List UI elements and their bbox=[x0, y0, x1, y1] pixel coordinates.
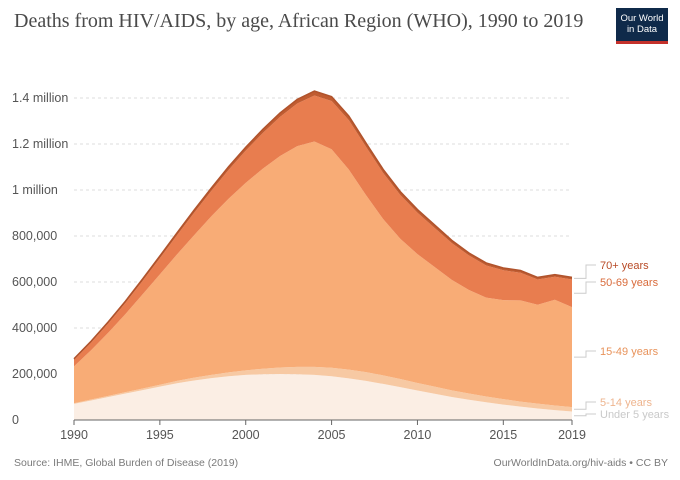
series-label-1: 5-14 years bbox=[600, 397, 652, 409]
x-tick-label-5: 2015 bbox=[489, 428, 517, 442]
series-connector-0 bbox=[574, 413, 596, 417]
y-tick-label-1: 200,000 bbox=[12, 367, 57, 381]
x-tick-label-3: 2005 bbox=[318, 428, 346, 442]
series-label-0: Under 5 years bbox=[600, 409, 670, 421]
source-url-link[interactable]: OurWorldInData.org/hiv-aids • CC BY bbox=[493, 457, 668, 469]
series-connector-3 bbox=[574, 281, 596, 294]
y-tick-label-5: 1 million bbox=[12, 183, 58, 197]
series-connector-2 bbox=[574, 350, 596, 358]
x-tick-label-4: 2010 bbox=[404, 428, 432, 442]
area-series-2 bbox=[74, 141, 572, 408]
x-tick-label-6: 2019 bbox=[558, 428, 586, 442]
x-tick-label-2: 2000 bbox=[232, 428, 260, 442]
logo-line-2: in Data bbox=[626, 24, 658, 35]
y-tick-label-0: 0 bbox=[12, 413, 19, 427]
y-tick-label-7: 1.4 million bbox=[12, 91, 68, 105]
area-series-1 bbox=[74, 366, 572, 412]
y-tick-label-4: 800,000 bbox=[12, 229, 57, 243]
y-tick-label-2: 400,000 bbox=[12, 321, 57, 335]
x-tick-label-1: 1995 bbox=[146, 428, 174, 442]
y-tick-label-3: 600,000 bbox=[12, 275, 57, 289]
chart-title: Deaths from HIV/AIDS, by age, African Re… bbox=[14, 10, 584, 32]
area-series-0 bbox=[74, 374, 572, 420]
series-label-4: 70+ years bbox=[600, 260, 649, 272]
series-connector-1 bbox=[574, 401, 596, 410]
stack-top-line bbox=[73, 90, 573, 360]
series-connector-4 bbox=[574, 264, 596, 279]
logo-line-1: Our World bbox=[620, 13, 664, 24]
y-tick-label-6: 1.2 million bbox=[12, 137, 68, 151]
owid-logo[interactable]: Our World in Data bbox=[616, 8, 668, 44]
x-tick-label-0: 1990 bbox=[60, 428, 88, 442]
series-label-3: 50-69 years bbox=[600, 277, 659, 289]
source-note: Source: IHME, Global Burden of Disease (… bbox=[14, 457, 239, 469]
series-label-2: 15-49 years bbox=[600, 346, 659, 358]
